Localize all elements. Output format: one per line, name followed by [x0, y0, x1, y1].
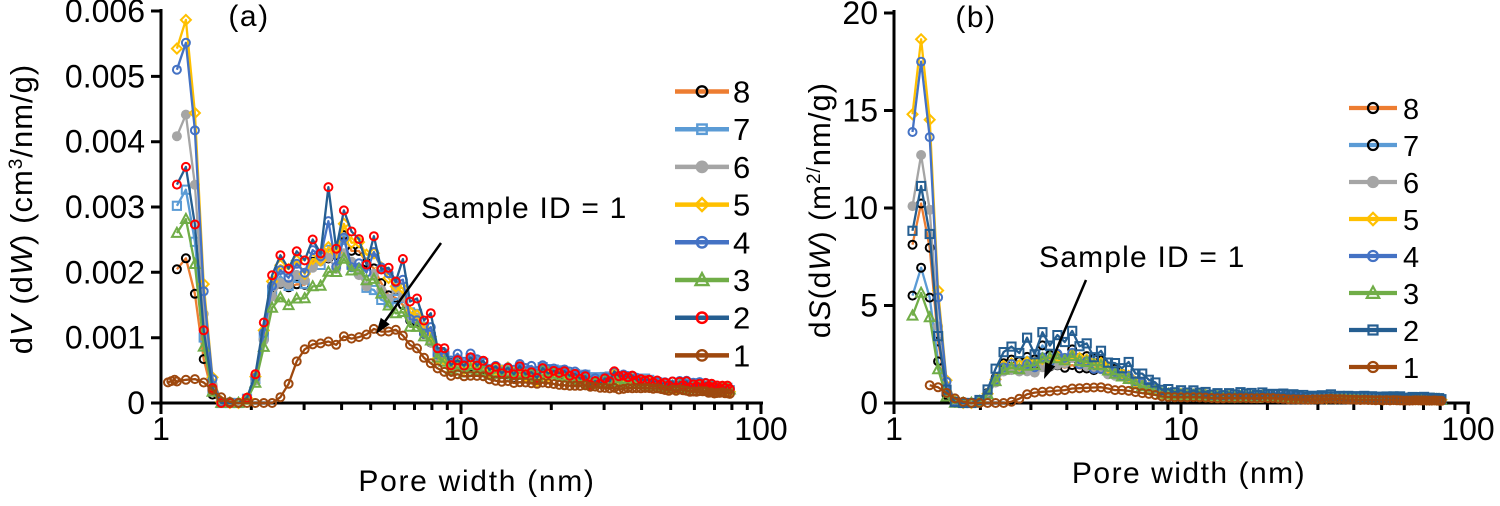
svg-text:Pore width (nm): Pore width (nm)	[358, 465, 595, 498]
svg-text:5: 5	[733, 188, 750, 223]
svg-text:0.002: 0.002	[65, 254, 145, 290]
svg-text:6: 6	[733, 150, 750, 185]
svg-text:1: 1	[733, 338, 750, 373]
svg-text:Pore width (nm): Pore width (nm)	[1072, 457, 1306, 490]
svg-text:7: 7	[733, 112, 750, 147]
svg-text:10: 10	[842, 190, 878, 226]
svg-text:100: 100	[1441, 411, 1494, 447]
svg-text:4: 4	[733, 225, 750, 260]
svg-text:8: 8	[733, 75, 750, 110]
svg-text:0.003: 0.003	[65, 189, 145, 225]
svg-text:7: 7	[1403, 131, 1419, 163]
svg-text:1: 1	[1403, 353, 1419, 385]
svg-text:15: 15	[842, 93, 878, 129]
svg-text:0: 0	[860, 385, 878, 421]
svg-text:3: 3	[733, 263, 750, 298]
svg-text:(b): (b)	[955, 1, 996, 34]
svg-text:5: 5	[860, 288, 878, 324]
svg-text:dV (dW) (cm3/nm/g): dV (dW) (cm3/nm/g)	[4, 64, 39, 354]
svg-text:(a): (a)	[228, 0, 269, 33]
svg-text:10: 10	[443, 411, 479, 447]
svg-text:Sample ID = 1: Sample ID = 1	[1039, 241, 1246, 274]
svg-text:dS(dW) (m2/nm/g): dS(dW) (m2/nm/g)	[802, 82, 837, 338]
svg-text:0.006: 0.006	[65, 0, 145, 29]
svg-text:0.005: 0.005	[65, 58, 145, 94]
svg-text:20: 20	[842, 0, 878, 31]
svg-text:1: 1	[152, 411, 170, 447]
svg-text:0: 0	[127, 385, 145, 421]
svg-text:2: 2	[1403, 316, 1419, 348]
svg-text:4: 4	[1403, 242, 1419, 274]
svg-text:2: 2	[733, 301, 750, 336]
svg-text:1: 1	[885, 411, 903, 447]
svg-text:0.004: 0.004	[65, 124, 145, 160]
svg-text:Sample ID = 1: Sample ID = 1	[421, 192, 628, 225]
svg-text:100: 100	[734, 411, 787, 447]
svg-text:6: 6	[1403, 168, 1419, 200]
svg-text:0.001: 0.001	[65, 320, 145, 356]
svg-text:8: 8	[1403, 94, 1419, 126]
svg-text:10: 10	[1163, 411, 1199, 447]
svg-text:3: 3	[1403, 279, 1419, 311]
svg-text:5: 5	[1403, 205, 1419, 237]
